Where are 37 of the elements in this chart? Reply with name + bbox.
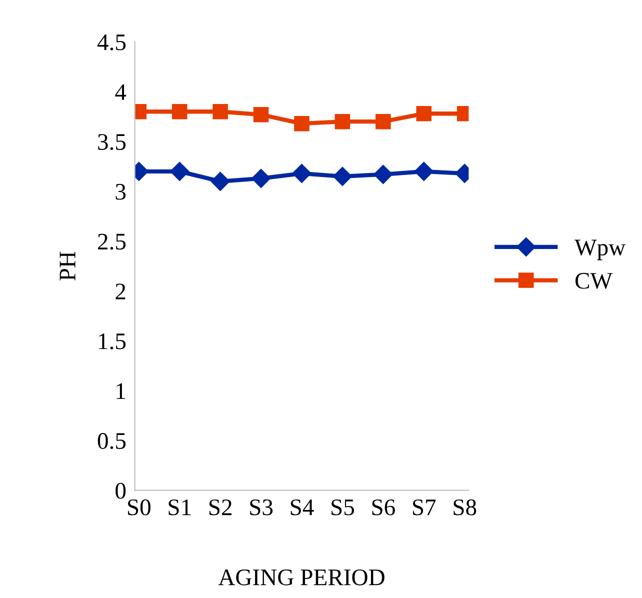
y-tick-label: 1.5 (99, 333, 126, 350)
y-tick-label: 0 (116, 482, 126, 499)
y-tick-label: 4.5 (97, 34, 126, 50)
x-tick-label: S8 (454, 499, 476, 516)
y-axis-title: PH (60, 252, 76, 281)
y-tick-label: 3.5 (98, 134, 126, 150)
point (332, 166, 352, 186)
y-tick-label: 0.5 (98, 433, 126, 450)
y-tick-label: 4 (115, 84, 126, 100)
x-tick-label: S6 (372, 499, 395, 516)
x-tick-label: S4 (290, 499, 314, 516)
y-tick-label: 2.5 (98, 234, 126, 250)
x-tick-label: S2 (209, 499, 232, 516)
point (253, 106, 269, 122)
point (334, 114, 350, 130)
point (170, 162, 190, 181)
point (414, 162, 434, 181)
x-axis-title: AGING PERIOD (218, 569, 384, 586)
x-tick-label: S5 (332, 499, 354, 516)
point (294, 116, 310, 132)
y-tick-label: 1 (116, 383, 126, 399)
point (212, 104, 228, 120)
legend-label: CW (575, 272, 612, 289)
x-tick-label: S0 (128, 499, 150, 516)
point (292, 164, 312, 183)
x-tick-label: S7 (412, 499, 436, 516)
point (251, 168, 271, 188)
point (374, 164, 393, 184)
point (416, 106, 432, 122)
point (210, 172, 230, 191)
y-tick-label: 3 (116, 184, 126, 200)
point (172, 104, 188, 120)
point (376, 114, 391, 130)
x-tick-label: S1 (168, 499, 191, 516)
y-tick-label: 2 (116, 284, 126, 300)
x-tick-label: S3 (250, 499, 273, 516)
legend-label: Wpw (574, 240, 626, 260)
